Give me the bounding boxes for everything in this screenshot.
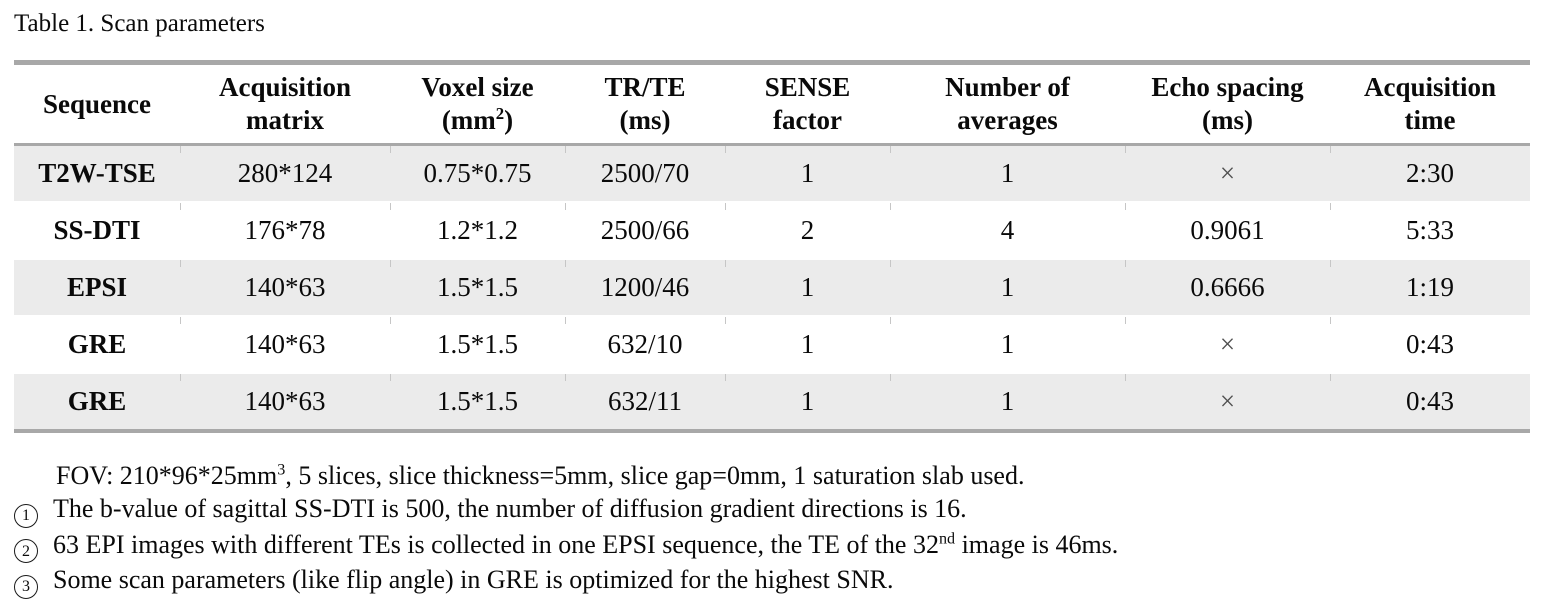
circled-number-icon: 2 xyxy=(14,539,38,563)
cell-voxel-size: 0.75*0.75 xyxy=(390,143,565,202)
fov-text: FOV: 210*96*25mm xyxy=(56,461,278,490)
cell-echo-spacing: × xyxy=(1125,315,1330,373)
circled-number-icon: 1 xyxy=(14,503,38,528)
cell-sequence: GRE xyxy=(14,372,180,433)
cell-sequence: GRE xyxy=(14,315,180,373)
header-line: Sequence xyxy=(43,88,151,119)
col-header-acquisition-matrix: Acquisition matrix xyxy=(180,60,390,146)
header-line: Acquisition xyxy=(1363,72,1497,102)
header-unit-close: ) xyxy=(504,105,514,135)
superscript: 2 xyxy=(495,104,505,123)
header-line: (ms) xyxy=(619,105,671,135)
col-header-number-of-averages: Number of averages xyxy=(890,60,1125,146)
footnote-1: 1 The b-value of sagittal SS-DTI is 500, … xyxy=(14,492,1530,528)
footnote-3: 3 Some scan parameters (like flip angle) … xyxy=(14,563,1530,599)
superscript: 3 xyxy=(277,461,286,479)
footnotes: FOV: 210*96*25mm3, 5 slices, slice thick… xyxy=(14,459,1530,599)
cell-sequence: EPSI xyxy=(14,258,180,316)
table-row: GRE 140*63 1.5*1.5 632/11 1 1 × 0:43 xyxy=(14,372,1530,433)
header-row: Sequence Acquisition matrix Voxel size (… xyxy=(14,60,1530,146)
header-line: Voxel size xyxy=(421,72,534,102)
header-unit: (mm xyxy=(441,105,496,135)
col-header-sense-factor: SENSE factor xyxy=(725,60,890,146)
table-caption: Table 1. Scan parameters xyxy=(14,10,265,37)
cell-number-of-averages: 1 xyxy=(890,258,1125,316)
header-line: TR/TE xyxy=(604,72,686,102)
cell-tr-te: 632/10 xyxy=(565,315,725,373)
col-header-voxel-size: Voxel size (mm2) xyxy=(390,60,565,146)
cell-acquisition-matrix: 140*63 xyxy=(180,315,390,373)
header-line: (mm2) xyxy=(390,104,565,137)
cell-number-of-averages: 1 xyxy=(890,143,1125,202)
footnote-2: 2 63 EPI images with different TEs is col… xyxy=(14,528,1530,563)
cell-sequence: SS-DTI xyxy=(14,201,180,259)
col-header-sequence: Sequence xyxy=(14,60,180,146)
col-header-acquisition-time: Acquisition time xyxy=(1330,60,1530,146)
footnote-text: The b-value of sagittal SS-DTI is 500, t… xyxy=(53,494,967,523)
footnote-number: 1 xyxy=(22,507,30,524)
footnote-text: Some scan parameters (like flip angle) i… xyxy=(53,565,894,594)
header-line: Acquisition xyxy=(218,72,352,102)
cell-acquisition-time: 2:30 xyxy=(1330,143,1530,202)
col-header-tr-te: TR/TE (ms) xyxy=(565,60,725,146)
header-line: factor xyxy=(773,105,842,135)
cell-sequence: T2W-TSE xyxy=(14,143,180,202)
cell-acquisition-time: 1:19 xyxy=(1330,258,1530,316)
header-line: time xyxy=(1404,105,1456,135)
cell-acquisition-time: 0:43 xyxy=(1330,372,1530,433)
footnote-text-rest: image is 46ms. xyxy=(955,529,1119,559)
cell-number-of-averages: 4 xyxy=(890,201,1125,259)
header-line: matrix xyxy=(246,105,324,135)
table-row: EPSI 140*63 1.5*1.5 1200/46 1 1 0.6666 1… xyxy=(14,258,1530,316)
cell-sense-factor: 1 xyxy=(725,315,890,373)
table-row: GRE 140*63 1.5*1.5 632/10 1 1 × 0:43 xyxy=(14,315,1530,373)
header-line: averages xyxy=(957,105,1058,135)
cell-sense-factor: 1 xyxy=(725,258,890,316)
header-line: (ms) xyxy=(1202,105,1253,135)
cell-echo-spacing: 0.6666 xyxy=(1125,258,1330,316)
cell-acquisition-time: 5:33 xyxy=(1330,201,1530,259)
cell-echo-spacing: × xyxy=(1125,143,1330,202)
cell-acquisition-matrix: 280*124 xyxy=(180,143,390,202)
footnote-fov: FOV: 210*96*25mm3, 5 slices, slice thick… xyxy=(14,459,1530,492)
cell-number-of-averages: 1 xyxy=(890,372,1125,433)
cell-sense-factor: 1 xyxy=(725,372,890,433)
cell-number-of-averages: 1 xyxy=(890,315,1125,373)
cell-echo-spacing: × xyxy=(1125,372,1330,433)
cell-voxel-size: 1.5*1.5 xyxy=(390,315,565,373)
fov-text-rest: , 5 slices, slice thickness=5mm, slice g… xyxy=(285,461,1025,490)
circled-number-icon: 3 xyxy=(14,574,38,599)
footnote-number: 2 xyxy=(22,542,30,560)
cell-acquisition-matrix: 140*63 xyxy=(180,258,390,316)
cell-acquisition-matrix: 140*63 xyxy=(180,372,390,433)
cell-voxel-size: 1.5*1.5 xyxy=(390,372,565,433)
cell-voxel-size: 1.5*1.5 xyxy=(390,258,565,316)
cell-echo-spacing: 0.9061 xyxy=(1125,201,1330,259)
table-row: SS-DTI 176*78 1.2*1.2 2500/66 2 4 0.9061… xyxy=(14,201,1530,259)
cell-voxel-size: 1.2*1.2 xyxy=(390,201,565,259)
header-line: SENSE xyxy=(764,72,851,102)
cell-acquisition-time: 0:43 xyxy=(1330,315,1530,373)
superscript: nd xyxy=(938,529,956,547)
cell-sense-factor: 2 xyxy=(725,201,890,259)
cell-sense-factor: 1 xyxy=(725,143,890,202)
header-line: Number of xyxy=(945,72,1070,102)
table-row: T2W-TSE 280*124 0.75*0.75 2500/70 1 1 × … xyxy=(14,143,1530,202)
cell-tr-te: 1200/46 xyxy=(565,258,725,316)
col-header-echo-spacing: Echo spacing (ms) xyxy=(1125,60,1330,146)
scan-parameters-table: Sequence Acquisition matrix Voxel size (… xyxy=(14,60,1530,433)
header-line: Echo spacing xyxy=(1151,72,1304,102)
cell-tr-te: 632/11 xyxy=(565,372,725,433)
cell-acquisition-matrix: 176*78 xyxy=(180,201,390,259)
footnote-text: 63 EPI images with different TEs is coll… xyxy=(53,529,939,559)
footnote-number: 3 xyxy=(22,578,30,595)
cell-tr-te: 2500/70 xyxy=(565,143,725,202)
cell-tr-te: 2500/66 xyxy=(565,201,725,259)
